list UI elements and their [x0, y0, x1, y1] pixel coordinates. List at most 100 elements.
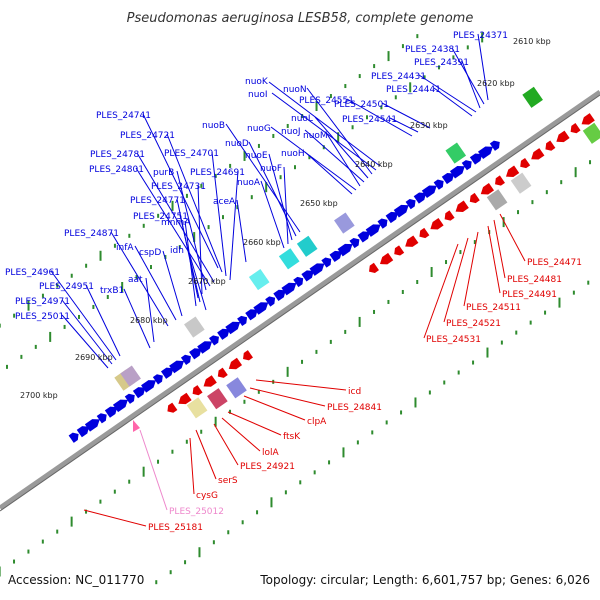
reverse-gene-arrow — [369, 262, 379, 274]
forward-gene-arrow — [385, 211, 399, 224]
leader-line — [423, 243, 459, 339]
gene-label: PLES_24951 — [39, 282, 94, 292]
reverse-gene-arrow — [243, 350, 253, 361]
gene-label: nuoL — [291, 114, 313, 124]
forward-gene-arrow — [189, 348, 202, 360]
cog-color-block — [248, 269, 270, 291]
leader-line — [162, 250, 183, 317]
scale-labels: 2610 kbp 2620 kbp 2630 kbp 2640 kbp 2650 kbp… — [20, 37, 551, 400]
gene-features — [68, 86, 600, 443]
gene-label: nuoG — [247, 124, 271, 134]
reverse-gene-arrow — [419, 227, 430, 239]
reverse-gene-arrow — [192, 385, 203, 396]
leader-line — [249, 387, 326, 407]
gene-label: nuoN — [283, 85, 307, 95]
leader-line — [184, 220, 197, 307]
leader-line — [255, 379, 347, 391]
cog-color-block — [120, 365, 141, 387]
forward-gene-arrow — [469, 153, 483, 165]
cog-color-block — [207, 388, 228, 410]
gene-label: PLES_24731 — [151, 182, 206, 192]
gene-label: nuoI — [248, 90, 268, 100]
cog-color-block — [582, 122, 600, 144]
cog-color-block — [522, 86, 543, 108]
forward-gene-arrow — [104, 406, 118, 418]
forward-gene-arrow — [84, 419, 100, 432]
gene-label: PLES_24771 — [130, 196, 185, 206]
gene-label: PLES_24801 — [89, 165, 144, 175]
leader-line — [268, 153, 293, 241]
forward-gene-arrow — [265, 296, 276, 307]
forward-gene-arrow — [449, 165, 465, 179]
forward-gene-arrow — [180, 354, 191, 365]
gene-label: PLES_24491 — [502, 290, 557, 300]
gene-label: PLES_24721 — [120, 131, 175, 141]
forward-gene-arrow — [197, 341, 213, 354]
cog-color-block — [445, 142, 467, 164]
genome-backbone — [0, 89, 600, 512]
gene-label: PLES_24841 — [327, 403, 382, 413]
scale-label: 2650 kbp — [300, 199, 338, 208]
forward-gene-arrow — [76, 426, 90, 438]
reverse-gene-arrow — [495, 175, 505, 186]
reverse-gene-arrow — [469, 192, 480, 204]
leader-line — [229, 170, 239, 281]
leader-line — [61, 299, 113, 365]
reverse-gene-arrow — [203, 375, 217, 387]
gene-label: PLES_25011 — [15, 312, 70, 322]
leader-line — [61, 314, 109, 369]
leader-line — [493, 219, 506, 279]
forward-gene-arrow — [405, 199, 416, 210]
gene-label: PLES_24751 — [133, 212, 188, 222]
gene-label: PLES_24781 — [90, 150, 145, 160]
cog-color-block — [486, 189, 508, 211]
reverse-gene-arrow — [505, 165, 520, 178]
leader-line — [304, 151, 353, 195]
forward-gene-arrow — [301, 270, 314, 282]
forward-gene-arrow — [477, 146, 493, 160]
gene-label: PLES_24741 — [96, 111, 151, 121]
reverse-gene-arrow — [556, 130, 570, 143]
leader-line — [197, 184, 203, 295]
gene-label: PLES_24481 — [507, 275, 562, 285]
forward-gene-arrow — [321, 257, 332, 268]
forward-gene-arrow — [169, 360, 185, 374]
gene-label: nuoA — [237, 178, 261, 188]
leader-line — [50, 270, 117, 361]
label-leader-lines — [50, 33, 526, 527]
leader-line — [187, 248, 207, 311]
leader-line — [463, 231, 479, 307]
gene-label: cysG — [196, 491, 218, 501]
forward-gene-arrow — [337, 243, 353, 257]
gene-label: ftsK — [283, 432, 301, 442]
scale-label: 2620 kbp — [477, 79, 515, 88]
leader-line — [477, 33, 489, 101]
gene-label: icd — [348, 387, 361, 397]
forward-gene-arrow — [461, 160, 472, 171]
forward-gene-arrow — [433, 179, 444, 190]
forward-gene-arrow — [141, 380, 156, 393]
leader-line — [268, 81, 381, 167]
accession-text: Accession: NC_011770 — [8, 573, 145, 587]
cog-color-block — [296, 235, 318, 257]
reverse-gene-arrow — [228, 357, 243, 370]
gene-label: PLES_24471 — [527, 258, 582, 268]
forward-gene-arrow — [293, 276, 304, 288]
reverse-gene-arrow — [581, 113, 595, 125]
gene-label: PLES_24371 — [453, 31, 508, 41]
scale-label: 2680 kbp — [130, 316, 168, 325]
forward-gene-arrow — [160, 367, 174, 379]
gene-label: PLES_24511 — [466, 303, 521, 313]
forward-gene-arrow — [357, 231, 370, 243]
forward-gene-arrow — [245, 309, 258, 321]
gene-label: PLES_24521 — [446, 319, 501, 329]
leader-line — [145, 277, 155, 343]
cog-color-block — [278, 248, 300, 270]
forward-gene-arrow — [124, 393, 135, 404]
forward-gene-arrow — [237, 315, 248, 327]
map-title: Pseudomonas aeruginosa LESB58, complete … — [126, 11, 474, 26]
cog-color-block — [186, 397, 208, 419]
leader-line — [179, 214, 201, 303]
forward-gene-arrow — [329, 250, 342, 263]
gene-label: PLES_24501 — [334, 100, 389, 110]
